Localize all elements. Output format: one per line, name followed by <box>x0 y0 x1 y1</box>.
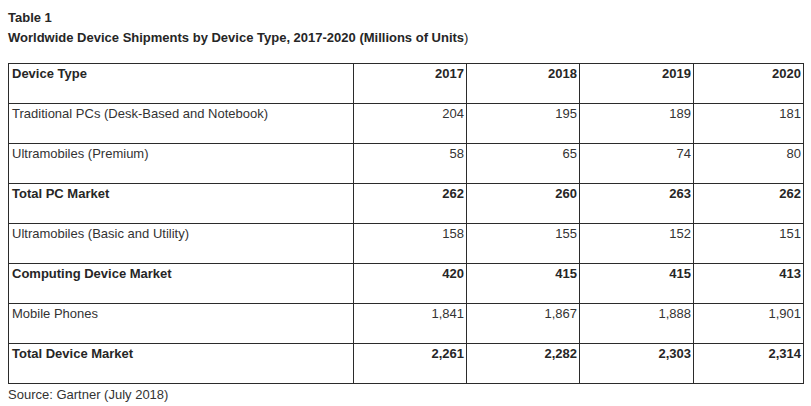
cell-value: 420 <box>354 264 467 304</box>
col-header-2018: 2018 <box>467 64 580 104</box>
cell-value: 204 <box>354 104 467 144</box>
cell-value: 262 <box>354 184 467 224</box>
col-header-2017: 2017 <box>354 64 467 104</box>
cell-value: 260 <box>467 184 580 224</box>
source-note: Source: Gartner (July 2018) <box>8 387 803 403</box>
cell-value: 181 <box>694 104 804 144</box>
row-label: Traditional PCs (Desk-Based and Notebook… <box>9 104 354 144</box>
table-row-traditional-pcs: Traditional PCs (Desk-Based and Notebook… <box>9 104 804 144</box>
row-label: Computing Device Market <box>9 264 354 304</box>
cell-value: 195 <box>467 104 580 144</box>
cell-value: 415 <box>467 264 580 304</box>
cell-value: 415 <box>580 264 694 304</box>
row-label: Mobile Phones <box>9 304 354 344</box>
table-number: Table 1 <box>8 8 803 28</box>
cell-value: 413 <box>694 264 804 304</box>
cell-value: 1,841 <box>354 304 467 344</box>
cell-value: 2,314 <box>694 344 804 384</box>
cell-value: 58 <box>354 144 467 184</box>
table-title: Worldwide Device Shipments by Device Typ… <box>8 28 803 48</box>
row-label: Ultramobiles (Premium) <box>9 144 354 184</box>
table-total-row-device-market: Total Device Market 2,261 2,282 2,303 2,… <box>9 344 804 384</box>
cell-value: 263 <box>580 184 694 224</box>
cell-value: 158 <box>354 224 467 264</box>
cell-value: 1,888 <box>580 304 694 344</box>
cell-value: 152 <box>580 224 694 264</box>
table-row-mobile-phones: Mobile Phones 1,841 1,867 1,888 1,901 <box>9 304 804 344</box>
cell-value: 1,867 <box>467 304 580 344</box>
row-label: Total PC Market <box>9 184 354 224</box>
cell-value: 80 <box>694 144 804 184</box>
cell-value: 1,901 <box>694 304 804 344</box>
cell-value: 65 <box>467 144 580 184</box>
cell-value: 2,303 <box>580 344 694 384</box>
cell-value: 189 <box>580 104 694 144</box>
cell-value: 2,282 <box>467 344 580 384</box>
table-caption: Table 1 Worldwide Device Shipments by De… <box>8 8 803 48</box>
row-label: Ultramobiles (Basic and Utility) <box>9 224 354 264</box>
cell-value: 74 <box>580 144 694 184</box>
col-header-2019: 2019 <box>580 64 694 104</box>
cell-value: 155 <box>467 224 580 264</box>
table-total-row-pc-market: Total PC Market 262 260 263 262 <box>9 184 804 224</box>
cell-value: 151 <box>694 224 804 264</box>
header-row: Device Type 2017 2018 2019 2020 <box>9 64 804 104</box>
col-header-2020: 2020 <box>694 64 804 104</box>
table-row-ultramobiles-premium: Ultramobiles (Premium) 58 65 74 80 <box>9 144 804 184</box>
table-row-ultramobiles-basic: Ultramobiles (Basic and Utility) 158 155… <box>9 224 804 264</box>
table-title-bold: Worldwide Device Shipments by Device Typ… <box>8 30 464 45</box>
cell-value: 2,261 <box>354 344 467 384</box>
table-title-tail: ) <box>464 30 468 45</box>
device-shipments-table: Device Type 2017 2018 2019 2020 Traditio… <box>8 63 804 384</box>
row-label: Total Device Market <box>9 344 354 384</box>
table-total-row-computing-device-market: Computing Device Market 420 415 415 413 <box>9 264 804 304</box>
col-header-device-type: Device Type <box>9 64 354 104</box>
cell-value: 262 <box>694 184 804 224</box>
